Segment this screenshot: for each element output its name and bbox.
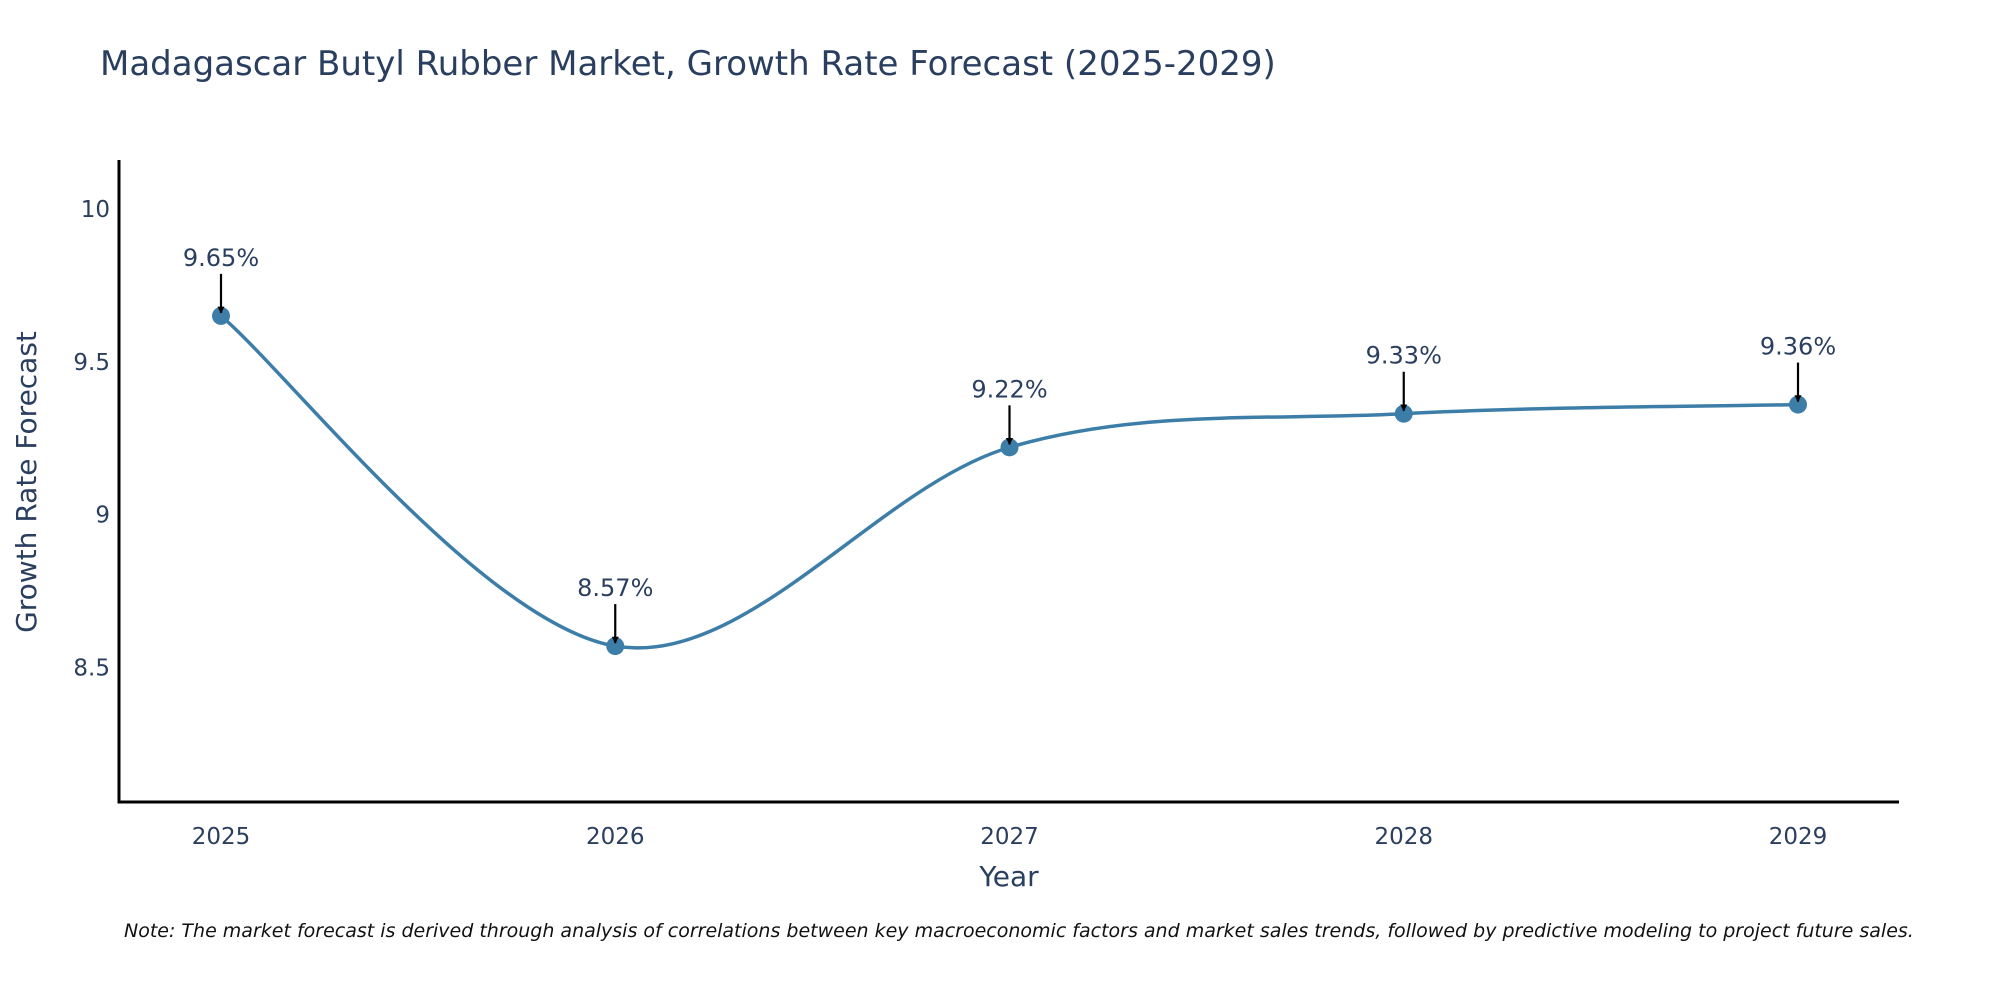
data-point [212,306,230,325]
chart-title: Madagascar Butyl Rubber Market, Growth R… [100,44,1276,84]
data-label: 9.65% [183,244,259,272]
data-label: 8.57% [577,574,653,602]
x-tick-label: 2028 [1374,824,1433,850]
x-tick-label: 2029 [1769,824,1828,850]
data-point [1789,395,1807,414]
data-label: 9.36% [1760,333,1836,361]
y-tick-label: 9.5 [73,350,110,376]
chart-note: Note: The market forecast is derived thr… [124,920,1914,942]
data-label: 9.22% [971,375,1047,403]
y-tick-label: 8.5 [73,655,110,681]
series-line [219,314,1799,650]
x-tick-label: 2027 [980,824,1039,850]
data-point [606,637,625,656]
y-tick-label: 10 [81,197,110,223]
data-point [1000,438,1019,457]
data-label: 9.33% [1366,342,1442,370]
x-axis-title: Year [978,860,1039,893]
data-point [1394,404,1413,423]
x-tick-label: 2025 [192,824,251,850]
x-tick-label: 2026 [586,824,645,850]
y-tick-label: 9 [95,503,110,529]
y-axis-title: Growth Rate Forecast [10,331,43,633]
